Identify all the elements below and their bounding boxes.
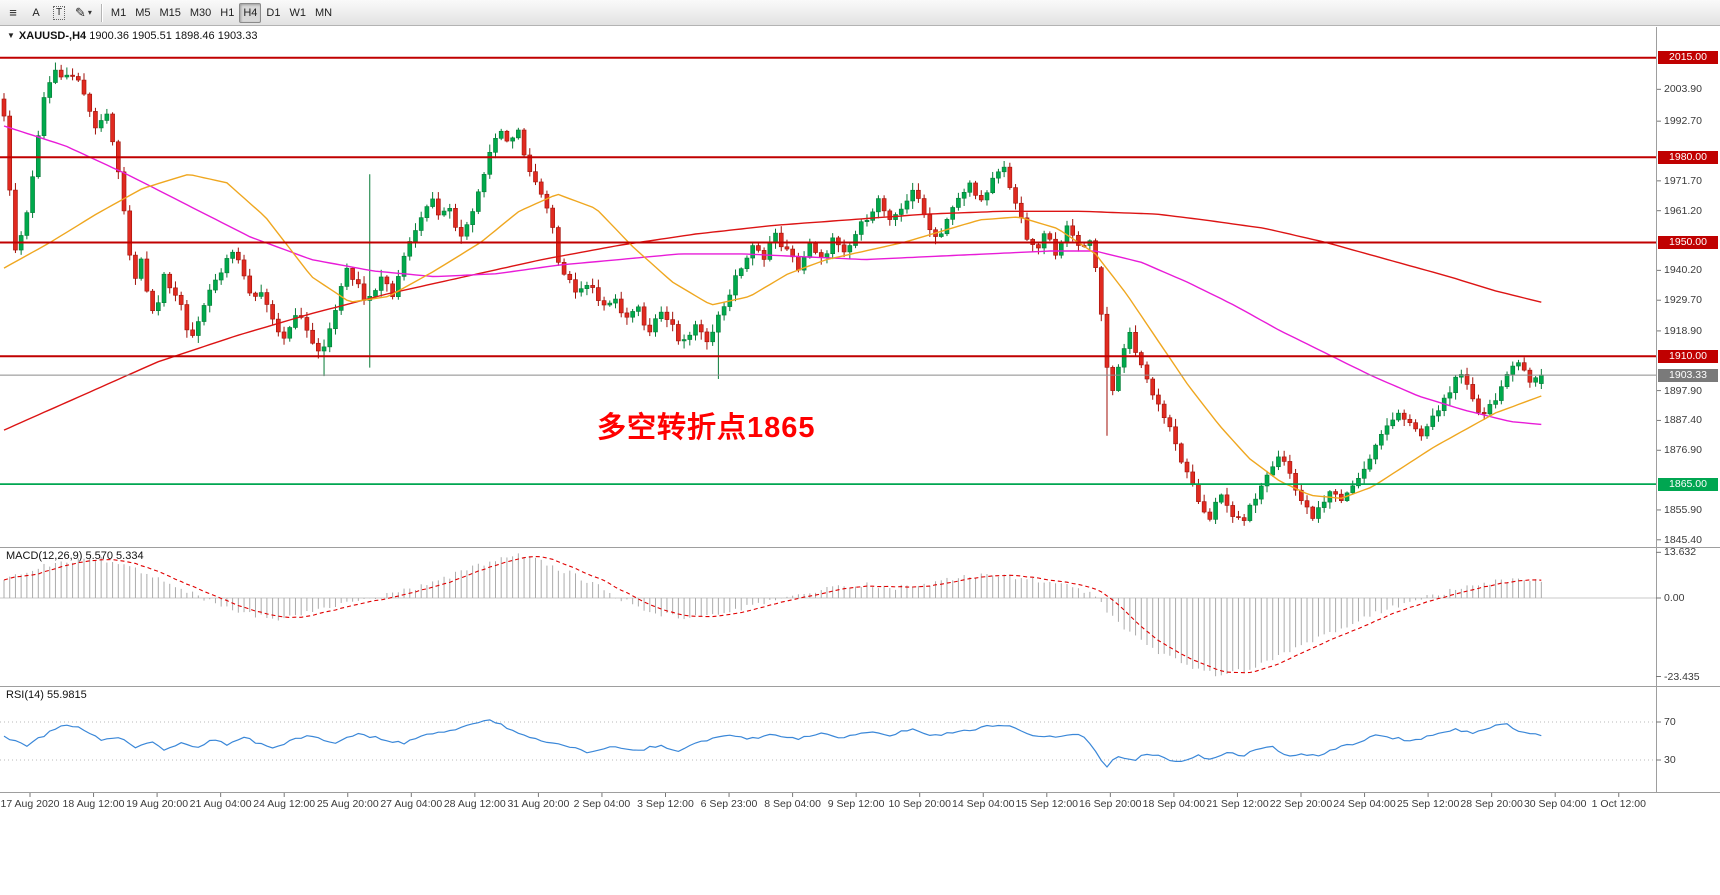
ma-medium-magenta-line [3,125,1542,426]
ma-slow-red-line [3,210,1542,431]
arrow-tool-label: A [32,6,40,19]
toolbar-separator [100,3,102,22]
candlestick-series [1,62,1544,526]
chevron-down-icon: ▾ [87,8,92,17]
macd-signal-line [3,555,1542,674]
timeframe-group: M1 M5 M15 M30 H1 H4 D1 W1 MN [107,2,336,23]
text-tool-button[interactable]: T [48,3,70,23]
arrow-tool-button[interactable]: A [25,3,47,23]
text-tool-icon: T [52,5,66,20]
timeframe-button-w1[interactable]: W1 [285,3,310,23]
indicators-list-button[interactable]: ≡ [2,3,24,23]
timeframe-button-h4[interactable]: H4 [239,2,262,23]
macd-histogram [3,553,1542,677]
timeframe-button-m15[interactable]: M15 [155,3,184,23]
timeframe-button-m1[interactable]: M1 [107,3,130,23]
pencil-icon: ✎ [75,5,86,20]
timeframe-button-mn[interactable]: MN [311,3,336,23]
draw-tool-button[interactable]: ✎ ▾ [71,3,96,23]
timeframe-button-m30[interactable]: M30 [186,3,215,23]
timeframe-button-m5[interactable]: M5 [131,3,154,23]
timeframe-button-h1[interactable]: H1 [216,3,238,23]
top-toolbar: ≡ A T ✎ ▾ M1 M5 M15 M30 H1 H4 D1 W1 MN [0,0,1720,26]
rsi-line [3,719,1542,768]
timeframe-button-d1[interactable]: D1 [262,3,284,23]
list-icon: ≡ [9,5,17,20]
